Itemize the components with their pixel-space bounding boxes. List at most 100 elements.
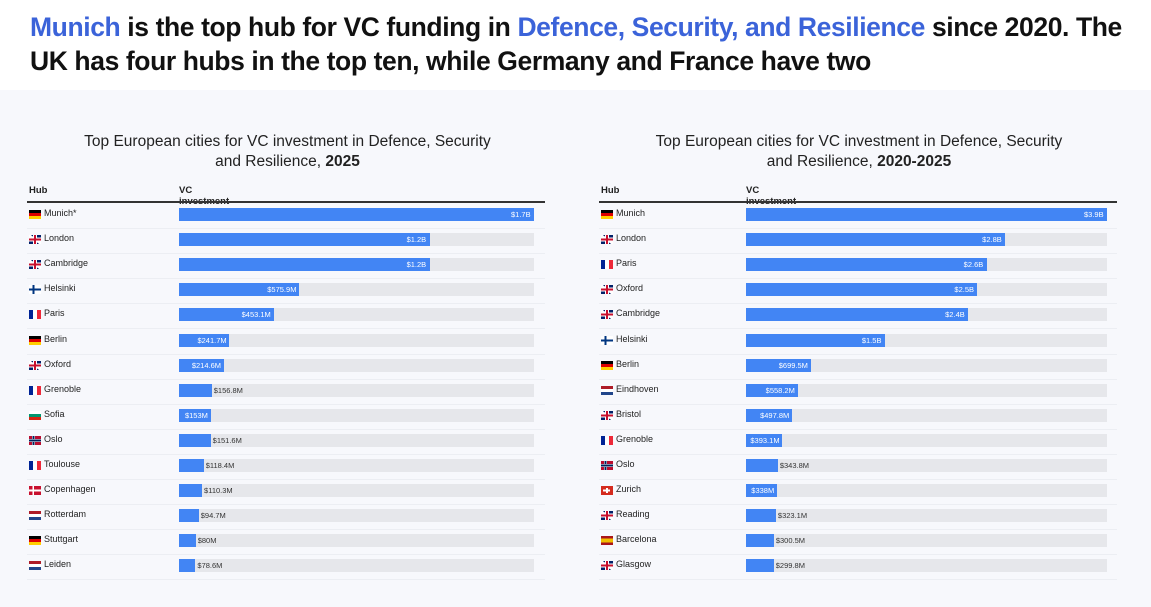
chart-title-year: 2025 xyxy=(325,153,360,170)
flag-ch-icon xyxy=(601,486,613,496)
table-row: Oslo $151.6M xyxy=(27,429,545,455)
bar-track: $393.1M xyxy=(746,433,1107,447)
bar xyxy=(746,208,1107,221)
value-label: $80M xyxy=(197,536,217,546)
flag-gb-icon xyxy=(29,235,41,245)
chart-title: Top European cities for VC investment in… xyxy=(80,132,495,172)
city-label: Paris xyxy=(616,258,637,269)
value-label: $241.7M xyxy=(197,335,227,345)
bar xyxy=(746,258,987,272)
table-row: Zurich $338M xyxy=(599,479,1117,506)
bar-track: $558.2M xyxy=(746,383,1107,397)
flag-de-icon xyxy=(29,210,41,219)
bar xyxy=(179,383,212,397)
table-row: Munich $3.9B xyxy=(599,203,1117,229)
bar xyxy=(179,534,196,548)
city-label: London xyxy=(44,233,75,244)
bar xyxy=(746,433,783,447)
table-row: Paris $453.1M xyxy=(27,303,545,330)
city-label: Grenoble xyxy=(616,433,654,444)
table-row: Barcelona $300.5M xyxy=(599,529,1117,556)
city-label: Stuttgart xyxy=(44,534,79,545)
flag-gb-icon xyxy=(601,235,613,245)
bar-track: $110.3M xyxy=(179,484,534,498)
headline-text: is the top hub for VC funding in xyxy=(120,12,518,42)
city-label: Rotterdam xyxy=(44,509,87,520)
bar-track: $1.2B xyxy=(179,258,534,272)
chart-title: Top European cities for VC investment in… xyxy=(650,132,1068,172)
table-row: Glasgow $299.8M xyxy=(599,554,1117,581)
headline-highlight: Munich xyxy=(30,12,121,42)
col-header-hub: Hub xyxy=(29,185,48,196)
value-label: $153M xyxy=(184,410,208,420)
value-label: $1.5B xyxy=(861,335,882,345)
value-label: $575.9M xyxy=(267,285,297,295)
flag-bg-icon xyxy=(29,410,41,420)
city-label: Reading xyxy=(616,509,650,520)
bar xyxy=(179,233,430,247)
table-row: Helsinki $575.9M xyxy=(27,278,545,305)
bar-track: $1.5B xyxy=(746,333,1107,347)
city-label: Helsinki xyxy=(44,283,76,294)
value-label: $299.8M xyxy=(775,561,805,571)
flag-dk-icon xyxy=(29,486,41,496)
value-label: $2.4B xyxy=(945,310,965,320)
bar-track: $2.6B xyxy=(746,258,1107,272)
flag-fr-icon xyxy=(29,385,41,395)
flag-fr-icon xyxy=(29,310,41,320)
bar-track: $2.4B xyxy=(746,308,1107,322)
city-label: Grenoble xyxy=(44,383,82,394)
bar xyxy=(179,509,199,523)
col-header-hub: Hub xyxy=(601,185,620,196)
bar-track: $338M xyxy=(746,484,1107,498)
table-row: Cambridge $2.4B xyxy=(599,303,1117,330)
flag-fi-icon xyxy=(601,335,613,345)
value-label: $151.6M xyxy=(212,435,242,445)
city-label: Zurich xyxy=(616,484,642,495)
city-label: Berlin xyxy=(616,358,640,369)
bar-track: $241.7M xyxy=(179,333,534,347)
flag-gb-icon xyxy=(601,511,613,521)
bar xyxy=(179,208,534,221)
bar xyxy=(746,358,811,372)
bar xyxy=(746,233,1006,247)
bar xyxy=(746,559,774,573)
value-label: $453.1M xyxy=(241,310,271,320)
flag-de-icon xyxy=(29,536,41,546)
headline-highlight: Defence, Security, and Resilience xyxy=(517,12,925,42)
city-label: Eindhoven xyxy=(616,383,659,394)
bar-track: $299.8M xyxy=(746,559,1107,573)
table-row: Oxford $2.5B xyxy=(599,278,1117,305)
city-label: Leiden xyxy=(44,559,72,570)
flag-de-icon xyxy=(29,335,41,345)
bar-track: $80M xyxy=(179,534,534,548)
charts-panel: Top European cities for VC investment in… xyxy=(0,90,1151,607)
value-label: $2.6B xyxy=(963,260,984,270)
bar xyxy=(746,534,774,548)
value-label: $3.9B xyxy=(1084,210,1104,219)
bar xyxy=(179,333,230,347)
table-row: Leiden $78.6M xyxy=(27,554,545,581)
city-label: Berlin xyxy=(44,333,68,344)
flag-gb-icon xyxy=(601,561,613,571)
value-label: $110.3M xyxy=(204,486,233,496)
value-label: $323.1M xyxy=(777,511,808,521)
city-label: Oslo xyxy=(616,459,635,469)
bar-track: $151.6M xyxy=(179,433,534,447)
bar-track: $300.5M xyxy=(746,534,1107,548)
bar-track: $94.7M xyxy=(179,509,534,523)
bar-track: $2.8B xyxy=(746,233,1107,247)
bar xyxy=(179,408,211,422)
city-label: Cambridge xyxy=(616,308,661,319)
bar xyxy=(179,459,204,472)
bar-track: $343.8M xyxy=(746,459,1107,472)
value-label: $156.8M xyxy=(213,385,243,395)
bar xyxy=(746,308,969,322)
flag-gb-icon xyxy=(601,410,613,420)
table-row: Oxford $214.6M xyxy=(27,354,545,380)
bar-track: $118.4M xyxy=(179,459,534,472)
bar-track: $1.7B xyxy=(179,208,534,221)
bar xyxy=(179,308,274,322)
bar-track: $214.6M xyxy=(179,358,534,372)
city-label: Copenhagen xyxy=(44,484,96,495)
